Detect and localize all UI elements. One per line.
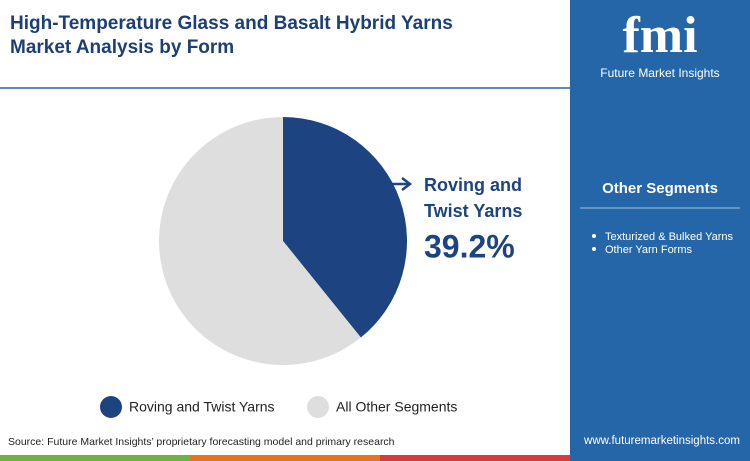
sidebar [570, 0, 750, 455]
strip [0, 455, 190, 461]
sidebar-item: Other Yarn Forms [605, 244, 693, 256]
logo: fmi [622, 7, 697, 64]
source: Source: Future Market Insights’ propriet… [8, 436, 395, 448]
brand-name: Future Market Insights [600, 66, 719, 80]
sidebar-item: Texturized & Bulked Yarns [605, 231, 733, 243]
legend-marker [307, 396, 329, 418]
bottom-strip [0, 455, 750, 461]
pie-slice [283, 117, 407, 338]
strip [190, 455, 380, 461]
bullet [592, 247, 596, 251]
sidebar-heading: Other Segments [602, 180, 718, 197]
strip [380, 455, 570, 461]
legend-label: All Other Segments [336, 399, 457, 415]
pie-slice [158, 117, 361, 366]
website: www.futuremarketinsights.com [583, 435, 740, 447]
legend-marker [100, 396, 122, 418]
callout-arrow [392, 177, 413, 191]
legend-label: Roving and Twist Yarns [129, 399, 275, 415]
strip [570, 455, 750, 461]
chart-title: High-Temperature Glass and Basalt Hybrid… [10, 13, 453, 58]
callout-label: Roving and Twist Yarns [424, 175, 522, 221]
bullet [592, 234, 596, 238]
callout-value: 39.2% [424, 228, 515, 264]
